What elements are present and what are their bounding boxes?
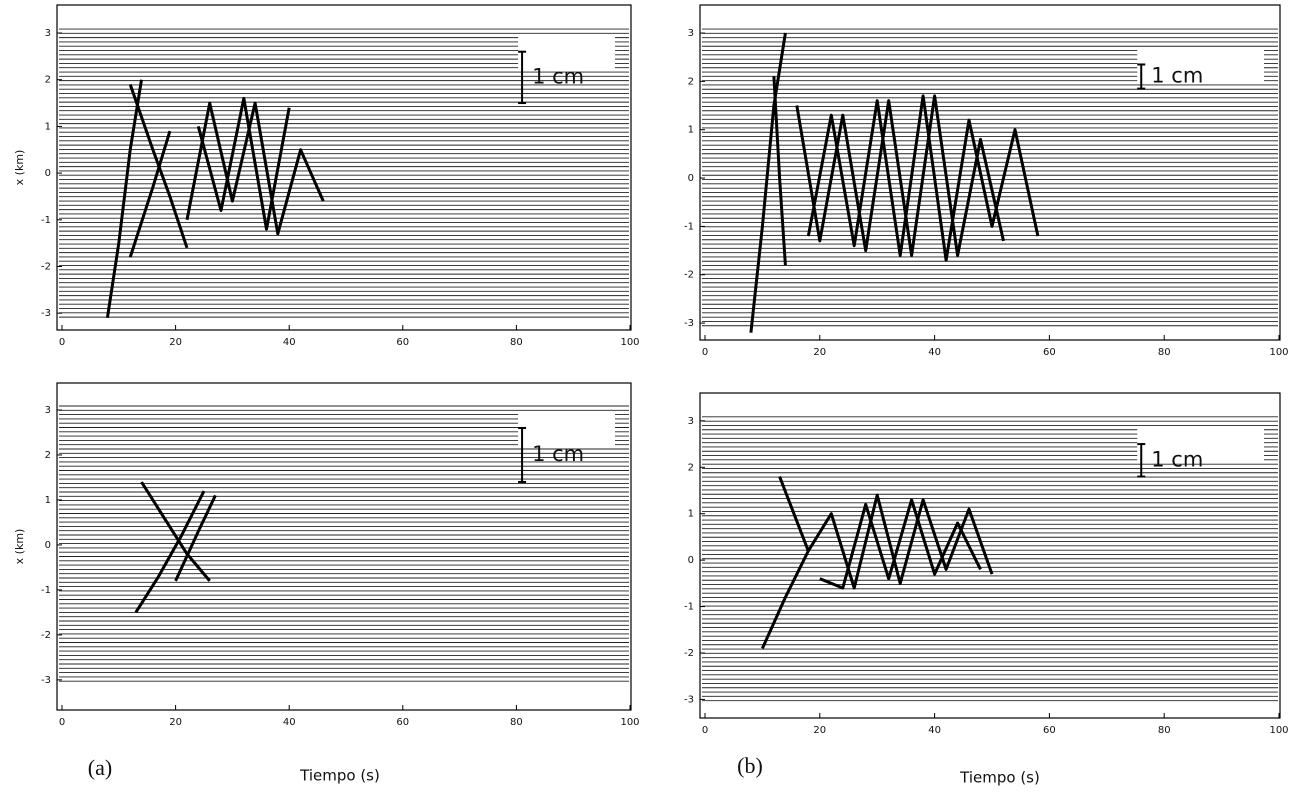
x-tick-label: 0 — [59, 337, 65, 348]
x-tick-label: 100 — [1269, 347, 1288, 358]
y-tick-label: -3 — [684, 318, 694, 329]
y-tick-label: -2 — [684, 648, 694, 659]
plot-frame — [699, 4, 1281, 341]
panel-label: (a) — [88, 755, 112, 780]
panel-label: (b) — [737, 753, 763, 778]
x-tick-label: 80 — [1158, 725, 1171, 736]
plot-frame — [699, 392, 1281, 719]
x-axis-label: Tiempo (s) — [959, 769, 1040, 787]
y-tick-label: 2 — [45, 450, 51, 461]
x-tick-label: 20 — [169, 717, 182, 728]
y-tick-label: 2 — [688, 76, 694, 87]
y-tick-label: 1 — [688, 125, 694, 136]
y-tick-label: -3 — [41, 675, 51, 686]
x-tick-label: 80 — [510, 337, 523, 348]
x-tick-label: 80 — [510, 717, 523, 728]
scale-label: 1 cm — [532, 64, 584, 88]
y-tick-label: -3 — [41, 308, 51, 319]
arrival-line — [134, 490, 206, 614]
y-tick-label: -1 — [684, 602, 694, 613]
x-tick-label: 60 — [1043, 725, 1056, 736]
scale-box — [1137, 428, 1264, 463]
y-tick-label: -1 — [41, 215, 51, 226]
x-tick-label: 40 — [928, 347, 941, 358]
x-axis-label: Tiempo (s) — [299, 767, 380, 785]
x-tick-label: 40 — [928, 725, 941, 736]
arrival-line — [174, 494, 217, 582]
y-axis-label: x (km) — [13, 150, 26, 186]
y-tick-label: 0 — [688, 555, 694, 566]
y-tick-label: 3 — [45, 28, 51, 39]
panel: 0 20 40 60 80 100 -3 -2 -1 0 1 2 3 1 cm x (km) — [13, 4, 640, 348]
x-tick-label: 40 — [283, 337, 296, 348]
arrival-line — [196, 96, 291, 231]
y-tick-label: 1 — [45, 495, 51, 506]
arrival-line — [806, 94, 1040, 262]
scale-box — [1137, 48, 1264, 83]
plot-frame — [56, 4, 632, 331]
y-tick-label: 0 — [45, 540, 51, 551]
x-tick-label: 60 — [1043, 347, 1056, 358]
x-tick-label: 0 — [702, 347, 708, 358]
x-tick-label: 60 — [396, 717, 409, 728]
y-tick-label: 0 — [688, 173, 694, 184]
y-tick-label: -2 — [684, 270, 694, 281]
y-tick-label: -3 — [684, 694, 694, 705]
x-tick-label: 40 — [283, 717, 296, 728]
panel: 0 20 40 60 80 100 -3 -2 -1 0 1 2 3 1 cm (b) Tiempo (s) — [684, 392, 1289, 787]
scale-label: 1 cm — [1151, 64, 1203, 88]
y-tick-label: 2 — [688, 462, 694, 473]
y-tick-label: 1 — [45, 121, 51, 132]
arrival-line — [749, 32, 787, 333]
y-tick-label: -2 — [41, 630, 51, 641]
arrival-line — [772, 76, 787, 266]
y-tick-label: 3 — [688, 28, 694, 39]
y-tick-label: 3 — [688, 416, 694, 427]
y-tick-label: 0 — [45, 168, 51, 179]
scale-box — [518, 35, 615, 70]
scale-box — [518, 411, 615, 446]
y-tick-label: 1 — [688, 509, 694, 520]
arrival-line — [795, 94, 1005, 257]
scale-label: 1 cm — [1151, 447, 1203, 471]
arrival-line — [140, 481, 211, 582]
x-tick-label: 100 — [1269, 725, 1288, 736]
x-tick-label: 20 — [813, 347, 826, 358]
x-tick-label: 20 — [169, 337, 182, 348]
arrival-line — [105, 79, 143, 319]
arrival-line — [761, 550, 810, 650]
x-tick-label: 0 — [702, 725, 708, 736]
scale-label: 1 cm — [532, 442, 584, 466]
y-tick-label: 2 — [45, 75, 51, 86]
plot-frame — [56, 382, 632, 711]
arrival-line — [128, 130, 172, 258]
x-tick-label: 100 — [620, 717, 639, 728]
arrival-line — [819, 498, 982, 590]
arrival-line — [778, 476, 810, 552]
x-tick-label: 80 — [1158, 347, 1171, 358]
panel: 0 20 40 60 80 100 -3 -2 -1 0 1 2 3 1 cm x (km) (a) Tiemp… — [13, 382, 640, 785]
x-tick-label: 100 — [620, 337, 639, 348]
arrival-line — [128, 83, 189, 249]
x-tick-label: 60 — [396, 337, 409, 348]
x-tick-label: 0 — [59, 717, 65, 728]
y-tick-label: -2 — [41, 261, 51, 272]
y-tick-label: -1 — [41, 585, 51, 596]
arrival-line — [185, 101, 325, 236]
panel: 0 20 40 60 80 100 -3 -2 -1 0 1 2 3 1 cm — [684, 4, 1289, 358]
y-axis-label: x (km) — [13, 529, 26, 565]
y-tick-label: -1 — [684, 221, 694, 232]
y-tick-label: 3 — [45, 405, 51, 416]
x-tick-label: 20 — [813, 725, 826, 736]
